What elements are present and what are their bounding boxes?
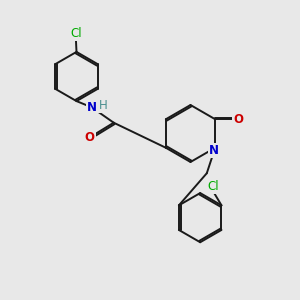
Text: N: N — [87, 101, 97, 114]
Text: N: N — [209, 144, 219, 157]
Text: H: H — [99, 99, 108, 112]
Text: O: O — [85, 130, 95, 144]
Text: O: O — [233, 113, 243, 126]
Text: Cl: Cl — [207, 180, 219, 193]
Text: Cl: Cl — [70, 27, 82, 40]
